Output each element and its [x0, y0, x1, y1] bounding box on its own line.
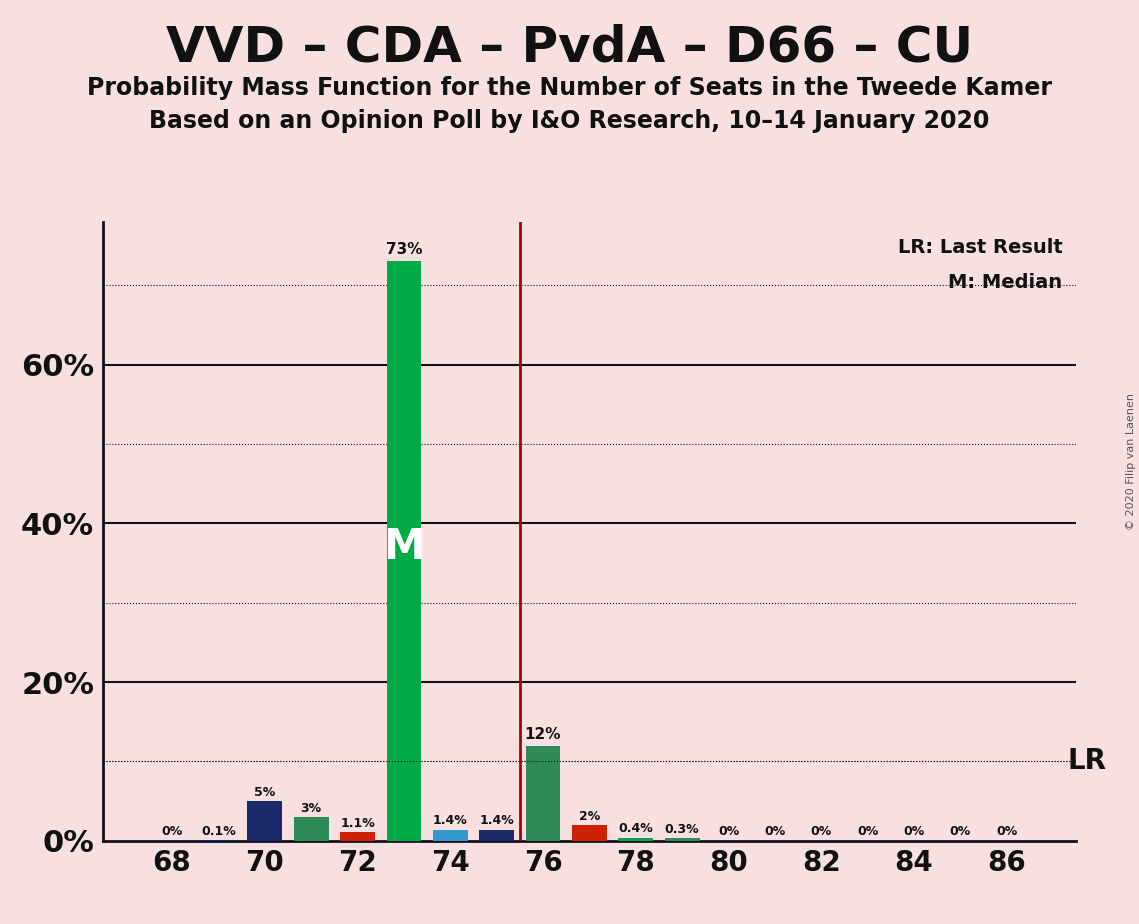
- Text: VVD – CDA – PvdA – D66 – CU: VVD – CDA – PvdA – D66 – CU: [166, 23, 973, 71]
- Bar: [618, 838, 653, 841]
- Text: 5%: 5%: [254, 785, 276, 798]
- Text: 0%: 0%: [857, 825, 878, 838]
- Text: 12%: 12%: [525, 726, 562, 742]
- Text: 0%: 0%: [718, 825, 739, 838]
- Text: 1.1%: 1.1%: [341, 817, 375, 830]
- Text: 0%: 0%: [764, 825, 786, 838]
- Text: Based on an Opinion Poll by I&O Research, 10–14 January 2020: Based on an Opinion Poll by I&O Research…: [149, 109, 990, 133]
- Text: M: M: [383, 526, 425, 568]
- Text: © 2020 Filip van Laenen: © 2020 Filip van Laenen: [1125, 394, 1136, 530]
- Bar: [341, 833, 375, 841]
- Text: 0%: 0%: [162, 825, 182, 838]
- Text: LR: LR: [1067, 748, 1106, 775]
- Text: LR: Last Result: LR: Last Result: [898, 237, 1063, 257]
- Text: 0%: 0%: [903, 825, 925, 838]
- Bar: [526, 746, 560, 841]
- Bar: [572, 825, 607, 841]
- Text: 0%: 0%: [997, 825, 1017, 838]
- Bar: [386, 261, 421, 841]
- Bar: [294, 817, 328, 841]
- Text: 0.1%: 0.1%: [202, 824, 236, 838]
- Bar: [433, 830, 468, 841]
- Text: 0.3%: 0.3%: [665, 823, 699, 836]
- Bar: [247, 801, 282, 841]
- Text: 1.4%: 1.4%: [433, 814, 468, 827]
- Text: 0%: 0%: [811, 825, 831, 838]
- Text: 0.4%: 0.4%: [618, 822, 653, 835]
- Text: 2%: 2%: [579, 809, 600, 822]
- Bar: [665, 838, 699, 841]
- Bar: [480, 830, 514, 841]
- Text: Probability Mass Function for the Number of Seats in the Tweede Kamer: Probability Mass Function for the Number…: [87, 76, 1052, 100]
- Text: 0%: 0%: [950, 825, 972, 838]
- Text: M: Median: M: Median: [949, 274, 1063, 292]
- Text: 3%: 3%: [301, 802, 321, 815]
- Text: 1.4%: 1.4%: [480, 814, 514, 827]
- Text: 73%: 73%: [386, 242, 423, 258]
